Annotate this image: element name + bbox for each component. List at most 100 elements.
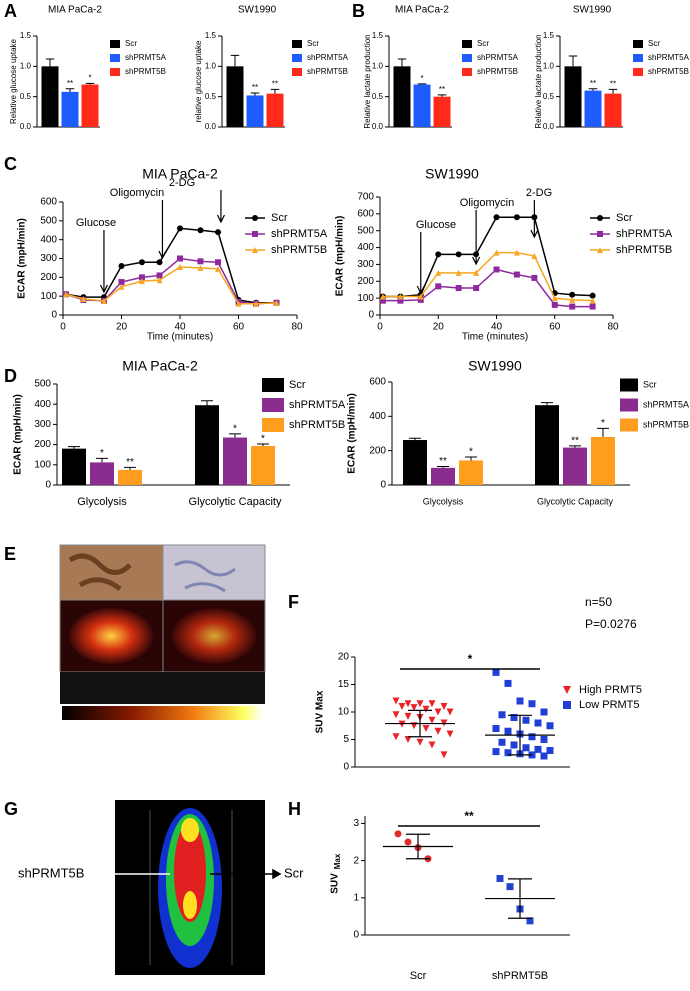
y-tick-label: 500	[357, 225, 374, 236]
legend-label: shPRMT5B	[307, 67, 348, 76]
data-point	[404, 838, 412, 846]
bar	[459, 460, 483, 485]
significance-label: *	[100, 448, 104, 459]
bar	[266, 93, 284, 127]
y-tick-label: 1.5	[372, 31, 384, 40]
data-point	[118, 283, 125, 290]
bar	[413, 84, 431, 127]
data-point	[540, 736, 548, 743]
data-point	[531, 253, 538, 259]
data-point	[215, 265, 222, 272]
annotation: Oligomycin	[110, 187, 164, 199]
data-point	[417, 296, 424, 303]
y-axis-label: relative glucose uptake	[194, 40, 203, 122]
data-point	[589, 297, 596, 304]
data-point	[428, 700, 436, 708]
y-tick-label: 600	[369, 377, 386, 388]
annotation: 2-DG	[169, 177, 195, 189]
y-axis-label: Relative lactate production	[534, 34, 543, 128]
bar	[226, 66, 244, 127]
bar	[564, 66, 582, 127]
bar	[403, 440, 427, 485]
y-tick-label: 3	[353, 818, 359, 829]
error-bar	[541, 402, 553, 406]
data-point	[435, 269, 442, 276]
annotation: 2-DG	[526, 187, 552, 199]
legend-label: shPRMT5A	[477, 53, 519, 62]
data-point	[531, 274, 538, 281]
data-point	[197, 258, 204, 265]
sd-bar	[406, 833, 430, 860]
x-tick-label: Scr	[410, 970, 427, 982]
error-bar	[229, 433, 241, 438]
panel-letter: C	[4, 154, 17, 174]
legend-label: shPRMT5A	[307, 53, 349, 62]
data-point	[534, 745, 542, 753]
y-tick-label: 0.0	[543, 122, 555, 131]
data-point	[392, 697, 400, 705]
x-tick-label: Glycolysis	[423, 496, 464, 506]
significance-label: **	[272, 79, 278, 88]
x-tick-label: 20	[116, 322, 128, 333]
x-axis-label: Time (minutes)	[462, 332, 528, 343]
y-tick-label: 1.5	[543, 31, 555, 40]
y-tick-label: 700	[357, 192, 374, 203]
data-point	[493, 214, 500, 221]
y-tick-label: 400	[357, 242, 374, 253]
y-axis-label: ECAR (mpH/min)	[347, 393, 358, 474]
data-point	[215, 259, 222, 266]
legend-label: Scr	[477, 39, 489, 48]
bar	[584, 90, 602, 127]
data-point	[434, 708, 442, 716]
data-point	[526, 917, 534, 925]
bar	[393, 66, 411, 127]
legend-swatch	[110, 54, 120, 62]
error-bar	[45, 58, 55, 67]
y-tick-label: 300	[40, 253, 57, 264]
annotation: Glucose	[416, 219, 456, 231]
x-tick-label: 80	[291, 322, 303, 333]
y-tick-label: 0.5	[543, 92, 555, 101]
y-axis-label: ECAR (mpH/min)	[335, 216, 346, 297]
data-point	[118, 279, 125, 286]
data-point	[156, 277, 163, 284]
y-tick-label: 600	[40, 197, 57, 208]
data-point	[62, 291, 69, 298]
error-bar	[270, 88, 280, 94]
x-tick-label: 20	[433, 322, 445, 333]
legend-swatch	[292, 40, 302, 48]
data-point	[118, 263, 125, 270]
panel-e-images	[59, 544, 266, 720]
error-bar	[597, 427, 609, 437]
data-point	[455, 251, 462, 258]
error-bar	[201, 400, 213, 406]
data-point	[551, 295, 558, 302]
sd-bar	[508, 714, 532, 756]
data-point	[513, 214, 520, 221]
error-bar	[417, 83, 427, 85]
chart-title: SW1990	[468, 358, 522, 374]
x-tick-label: Glycolytic Capacity	[189, 496, 282, 508]
bar	[604, 93, 622, 127]
y-tick-label: 400	[34, 399, 51, 410]
data-point	[528, 700, 536, 708]
y-tick-label: 5	[343, 734, 349, 745]
legend-swatch	[633, 68, 643, 76]
data-point	[513, 249, 520, 256]
y-tick-label: 200	[34, 439, 51, 450]
data-point	[446, 708, 454, 716]
image-label: shPRMT5B	[18, 865, 84, 880]
error-bar	[257, 443, 269, 447]
data-point	[435, 283, 442, 290]
error-bar	[568, 55, 578, 67]
annotation: Glucose	[76, 217, 116, 229]
data-point	[492, 725, 500, 732]
bar	[41, 66, 59, 127]
series-line	[382, 251, 593, 302]
data-point	[504, 679, 512, 687]
data-point	[80, 295, 87, 302]
data-point	[410, 704, 418, 712]
y-tick-label: 1	[353, 892, 359, 903]
legend-label: shPRMT5B	[271, 244, 327, 256]
y-tick-label: 100	[357, 293, 374, 304]
